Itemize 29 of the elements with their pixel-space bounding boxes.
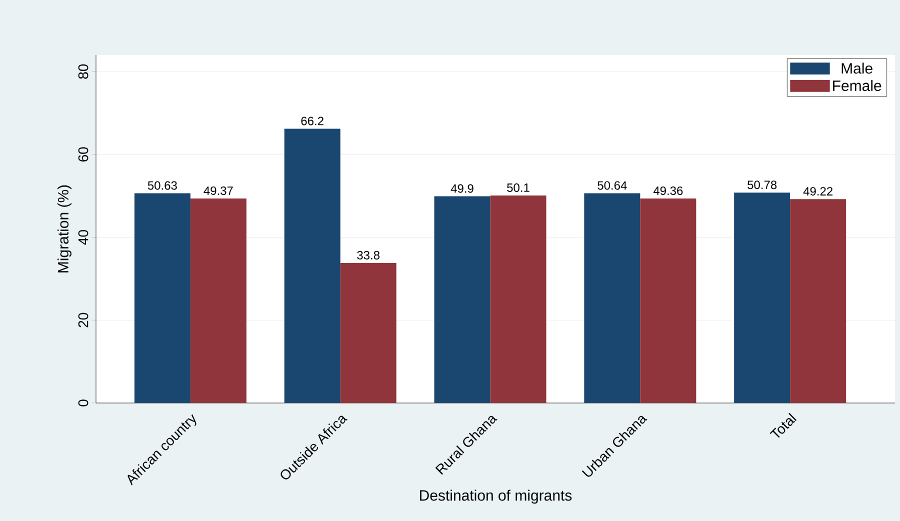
data-label: 50.78 [748, 180, 777, 190]
bar [490, 195, 546, 403]
data-label: 50.63 [148, 181, 177, 190]
data-label: 50.1 [507, 183, 530, 192]
data-label: 49.9 [450, 184, 474, 193]
bar [790, 199, 846, 403]
data-label: 50.64 [598, 181, 627, 190]
y-tick-label: 0 [78, 400, 88, 406]
bar [640, 198, 696, 403]
data-label: 33.8 [357, 250, 380, 260]
legend-label: Female [833, 80, 882, 92]
bar [434, 196, 490, 403]
bar [734, 192, 790, 403]
bar [134, 193, 190, 403]
y-tick-label: 80 [78, 64, 88, 79]
bar [340, 262, 396, 403]
y-axis-title: Migration (%) [57, 185, 72, 272]
data-label: 49.37 [204, 186, 233, 195]
bar [284, 128, 340, 403]
x-axis-title: Destination of migrants [420, 490, 572, 504]
legend-label: Male [842, 62, 872, 74]
data-label: 66.2 [301, 116, 324, 126]
y-tick-label: 60 [78, 147, 88, 162]
bar [584, 193, 640, 403]
y-tick-label: 20 [78, 312, 88, 328]
y-tick-label: 40 [78, 230, 88, 245]
data-label: 49.22 [803, 187, 832, 196]
data-label: 49.36 [653, 186, 683, 195]
bar [190, 198, 246, 403]
